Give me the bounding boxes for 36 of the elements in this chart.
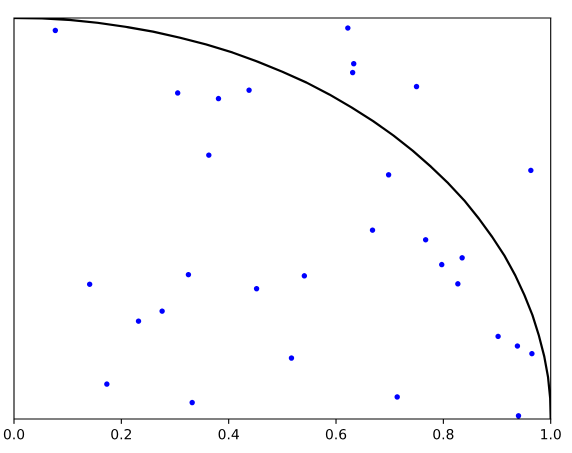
point [159,308,165,314]
point [302,273,308,279]
x-tick-label: 0.8 [433,428,454,440]
point [439,262,444,268]
point [186,272,192,278]
point [216,96,222,102]
point [414,84,420,90]
point [529,350,535,356]
point [175,90,180,96]
point [246,87,252,93]
point [189,400,195,406]
point [206,152,212,158]
point [528,168,534,174]
point [254,286,260,292]
point [136,318,142,324]
point [422,237,428,242]
point [351,61,356,66]
x-tick-label: 0.0 [4,428,24,440]
point [495,334,501,340]
point [350,70,356,76]
point [104,381,110,387]
x-tick-label: 0.6 [326,428,346,440]
point [86,282,92,287]
point [516,413,522,418]
point [394,394,400,400]
point [459,255,465,260]
point [514,343,520,349]
point [345,25,351,31]
point [52,28,58,34]
point [288,355,294,361]
x-tick-label: 0.2 [111,428,131,440]
point [455,281,461,287]
point [386,172,392,178]
x-tick-label: 1.0 [541,428,561,440]
x-tick-label: 0.4 [218,428,239,440]
point [370,227,376,233]
